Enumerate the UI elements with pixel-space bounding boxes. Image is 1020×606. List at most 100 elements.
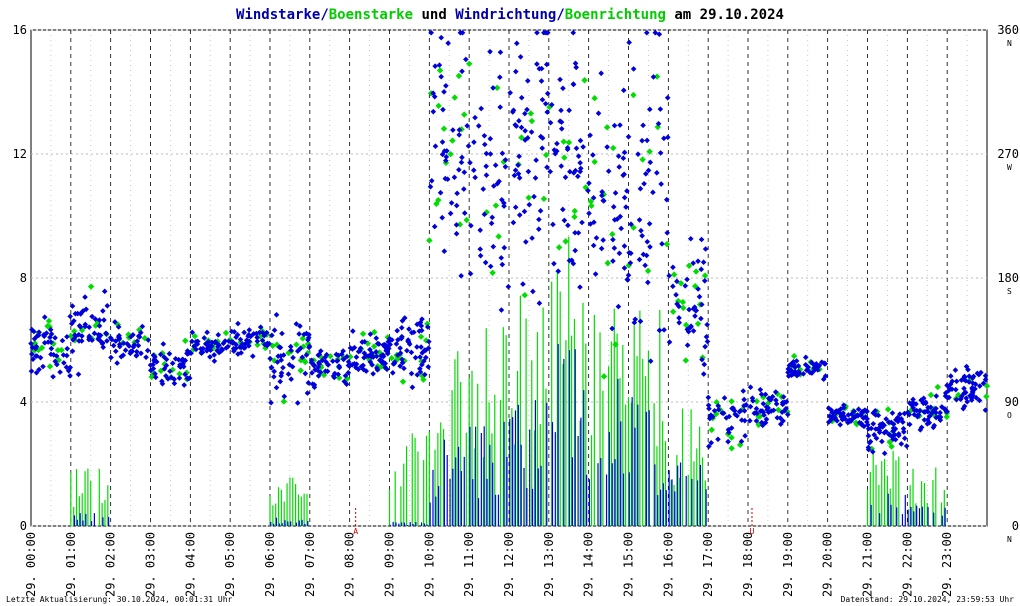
wind-direction-dot: [299, 354, 306, 361]
wind-direction-dot: [553, 148, 560, 154]
wind-direction-dot: [742, 433, 748, 439]
wind-direction-dot: [969, 385, 976, 391]
x-tick-label: 29. 04:00: [183, 532, 197, 597]
wind-direction-dot: [720, 410, 727, 416]
x-tick-label: 29. 14:00: [582, 532, 596, 597]
wind-direction-dot: [31, 335, 38, 342]
wind-direction-dot: [322, 368, 329, 374]
wind-direction-dot: [228, 339, 235, 345]
wind-direction-dot: [343, 381, 350, 388]
wind-direction-dot: [242, 341, 249, 347]
wind-direction-dot: [177, 364, 184, 370]
wind-direction-dot: [910, 396, 916, 403]
wind-direction-dot: [501, 203, 507, 209]
wind-direction-dot: [306, 331, 312, 338]
wind-direction-dot: [477, 252, 484, 259]
wind-direction-dot: [333, 351, 340, 358]
wind-direction-dot: [726, 429, 732, 436]
gust-direction-dot: [728, 434, 735, 441]
wind-direction-dot: [490, 243, 497, 250]
wind-direction-dot: [124, 340, 131, 347]
marker-label: A: [353, 527, 358, 536]
wind-direction-dot: [33, 333, 40, 340]
wind-direction-dot: [621, 194, 628, 201]
wind-direction-dot: [64, 345, 71, 352]
wind-direction-dot: [515, 162, 521, 168]
wind-direction-dot: [383, 347, 389, 354]
wind-direction-dot: [228, 328, 235, 335]
gust-direction-dot: [680, 304, 687, 312]
wind-direction-dot: [353, 354, 360, 360]
wind-direction-dot: [293, 321, 300, 327]
wind-direction-dot: [852, 414, 858, 420]
wind-direction-dot: [345, 359, 352, 365]
wind-direction-dot: [273, 384, 280, 391]
wind-direction-dot: [661, 135, 667, 142]
wind-direction-dot: [405, 338, 411, 345]
wind-direction-dot: [207, 354, 213, 360]
wind-direction-dot: [558, 107, 564, 114]
wind-direction-dot: [103, 330, 109, 337]
wind-direction-dot: [644, 238, 651, 245]
compass-label: N: [1007, 535, 1012, 544]
wind-direction-dot: [593, 235, 600, 241]
wind-direction-dot: [303, 352, 310, 358]
wind-direction-dot: [520, 281, 526, 287]
wind-direction-dot: [845, 412, 852, 418]
wind-direction-dot: [163, 362, 170, 369]
gust-direction-dot: [87, 283, 95, 290]
wind-direction-dot: [895, 432, 902, 439]
wind-direction-dot: [815, 363, 822, 369]
wind-direction-dot: [730, 405, 736, 411]
wind-direction-dot: [933, 393, 940, 399]
wind-direction-dot: [575, 230, 582, 236]
wind-direction-dot: [599, 192, 605, 199]
wind-direction-dot: [115, 324, 122, 330]
wind-direction-dot: [773, 397, 779, 404]
wind-direction-dot: [790, 371, 797, 377]
wind-direction-dot: [193, 346, 199, 353]
compass-label: W: [1007, 163, 1012, 172]
wind-direction-dot: [654, 170, 660, 176]
wind-direction-dot: [600, 237, 606, 243]
x-tick-label: 29. 01:00: [64, 532, 78, 597]
wind-direction-dot: [296, 346, 303, 353]
wind-direction-dot: [892, 436, 899, 443]
wind-direction-dot: [296, 331, 302, 337]
wind-direction-dot: [116, 336, 122, 343]
x-tick-label: 29. 22:00: [900, 532, 914, 597]
wind-direction-dot: [973, 395, 980, 401]
x-tick-label: 29. 17:00: [701, 532, 715, 597]
wind-direction-dot: [443, 154, 450, 160]
wind-direction-dot: [355, 348, 362, 355]
wind-direction-dot: [250, 353, 256, 360]
wind-direction-dot: [468, 222, 474, 229]
wind-direction-dot: [664, 230, 671, 236]
wind-direction-dot: [89, 337, 95, 344]
wind-direction-dot: [705, 402, 712, 409]
wind-direction-dot: [422, 347, 429, 354]
wind-direction-dot: [674, 278, 680, 285]
wind-direction-dot: [458, 273, 464, 279]
wind-direction-dot: [641, 180, 647, 187]
wind-direction-dot: [517, 54, 524, 60]
wind-direction-dot: [289, 363, 296, 370]
wind-direction-dot: [487, 151, 494, 157]
direction-dots-layer: [28, 29, 991, 457]
wind-direction-dot: [189, 329, 196, 336]
wind-direction-dot: [153, 359, 160, 365]
wind-direction-dot: [175, 356, 182, 363]
wind-direction-dot: [499, 261, 506, 268]
wind-direction-dot: [747, 403, 754, 410]
wind-direction-dot: [481, 211, 488, 218]
wind-direction-dot: [239, 341, 246, 347]
wind-direction-dot: [329, 358, 336, 364]
wind-direction-dot: [304, 390, 311, 396]
wind-direction-dot: [637, 318, 644, 325]
wind-direction-dot: [497, 104, 503, 110]
x-tick-label: 29. 03:00: [144, 532, 158, 597]
wind-direction-dot: [122, 347, 129, 354]
wind-direction-dot: [933, 409, 939, 416]
wind-direction-dot: [86, 324, 92, 330]
wind-direction-dot: [207, 347, 214, 354]
